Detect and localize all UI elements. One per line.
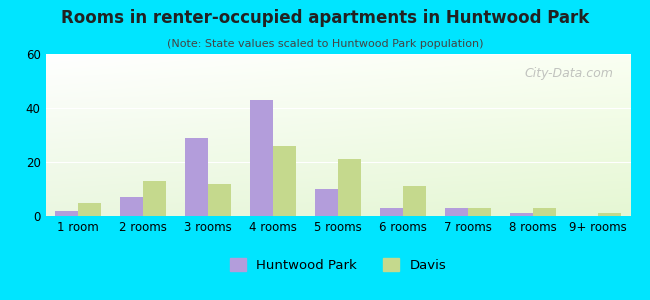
Bar	[143, 181, 166, 216]
Bar	[208, 184, 231, 216]
Bar	[185, 138, 208, 216]
Text: Rooms in renter-occupied apartments in Huntwood Park: Rooms in renter-occupied apartments in H…	[61, 9, 589, 27]
Bar	[250, 100, 273, 216]
Bar	[445, 208, 468, 216]
Bar	[468, 208, 491, 216]
Bar	[510, 213, 533, 216]
Bar	[55, 211, 78, 216]
Bar	[120, 197, 143, 216]
Bar	[315, 189, 338, 216]
Bar	[445, 208, 468, 216]
Bar	[533, 208, 556, 216]
Bar	[273, 146, 296, 216]
Bar	[208, 184, 231, 216]
Bar	[143, 181, 166, 216]
Bar	[533, 208, 556, 216]
Bar	[510, 213, 533, 216]
Bar	[380, 208, 403, 216]
Bar	[250, 100, 273, 216]
Bar	[120, 197, 143, 216]
Bar	[598, 213, 621, 216]
Bar	[403, 186, 426, 216]
Text: City-Data.com: City-Data.com	[524, 67, 613, 80]
Bar	[273, 146, 296, 216]
Bar	[598, 213, 621, 216]
Bar	[338, 159, 361, 216]
Bar	[55, 211, 78, 216]
Bar	[315, 189, 338, 216]
Bar	[403, 186, 426, 216]
Bar	[468, 208, 491, 216]
Bar	[380, 208, 403, 216]
Legend: Huntwood Park, Davis: Huntwood Park, Davis	[224, 253, 452, 278]
Bar	[338, 159, 361, 216]
Bar	[185, 138, 208, 216]
Bar	[78, 202, 101, 216]
Bar	[78, 202, 101, 216]
Text: (Note: State values scaled to Huntwood Park population): (Note: State values scaled to Huntwood P…	[167, 39, 483, 49]
